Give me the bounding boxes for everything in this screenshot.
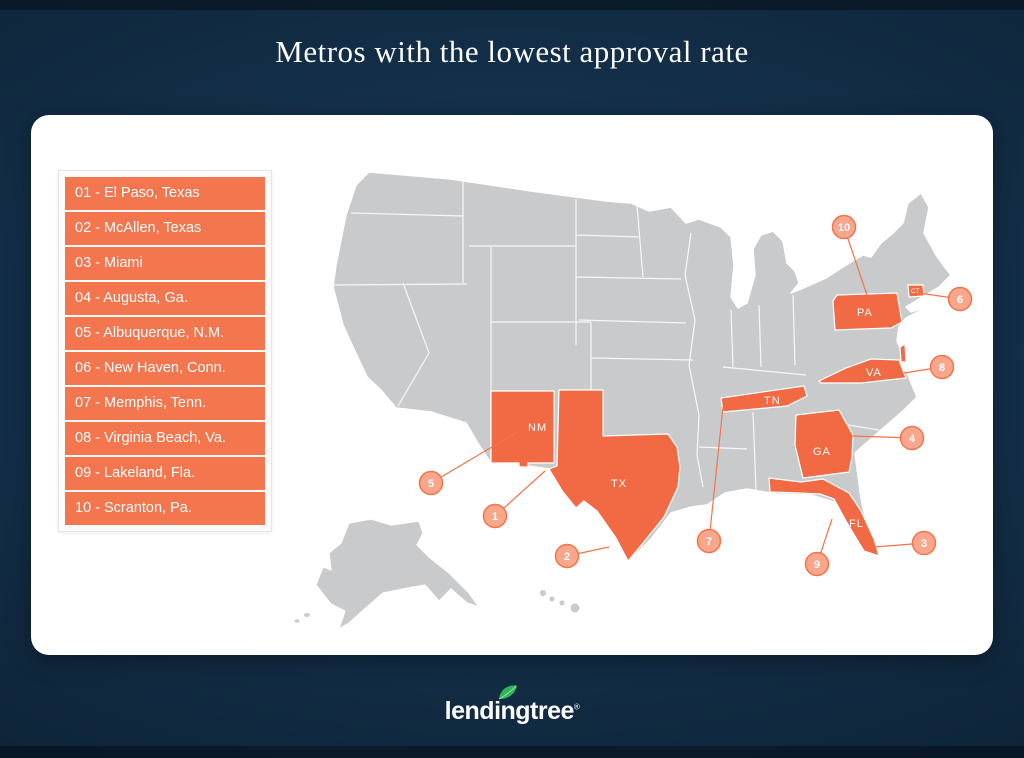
us-map-svg: 1 2 3 4 5 6 7 8 9 10 NM TX TN GA FL PA V… [294,171,973,630]
marker-8: 8 [929,354,955,380]
registered-mark: ® [573,702,580,712]
state-georgia [794,409,854,479]
list-item: 08 - Virginia Beach, Va. [65,422,265,455]
aleutian-islands [294,613,310,623]
marker-number: 5 [428,478,434,490]
alaska-shape [315,518,480,630]
leaf-icon [498,685,517,700]
list-item: 09 - Lakeland, Fla. [65,457,265,490]
marker-number: 8 [939,362,945,374]
logo-wordmark: lendingtree® [445,699,580,724]
marker-1: 1 [482,503,508,529]
state-borders [332,179,880,492]
marker-number: 9 [814,559,820,571]
marker-number: 3 [921,538,927,550]
list-item: 07 - Memphis, Tenn. [65,387,265,420]
infographic-card: 01 - El Paso, Texas 02 - McAllen, Texas … [31,115,993,655]
marker-10: 10 [831,214,857,240]
delmarva-sliver [899,343,907,363]
state-new-mexico [490,390,555,468]
lendingtree-logo: lendingtree® [0,683,1024,724]
list-item: 01 - El Paso, Texas [65,177,265,210]
logo-text: lendingtree [444,697,575,725]
marker-number: 1 [492,511,498,523]
connector-lines [430,226,961,565]
marker-4: 4 [899,425,925,451]
marker-9: 9 [804,551,830,577]
list-item: 06 - New Haven, Conn. [65,352,265,385]
list-item: 05 - Albuquerque, N.M. [65,317,265,350]
list-item: 04 - Augusta, Ga. [65,282,265,315]
top-edge-band [0,0,1024,10]
state-label-va: VA [866,367,882,379]
marker-number: 2 [564,551,570,563]
state-connecticut [907,284,925,298]
marker-2: 2 [554,543,580,569]
marker-5: 5 [418,470,444,496]
state-label-tn: TN [764,395,781,407]
list-item: 10 - Scranton, Pa. [65,492,265,525]
marker-7: 7 [696,528,722,554]
list-item: 02 - McAllen, Texas [65,212,265,245]
marker-3: 3 [911,530,937,556]
state-pennsylvania [832,292,903,331]
marker-6: 6 [947,286,973,312]
state-label-fl: FL [849,518,864,530]
page-title: Metros with the lowest approval rate [275,34,749,69]
state-label-tx: TX [611,478,627,490]
state-texas [548,389,681,562]
state-label-ga: GA [813,446,831,458]
state-label-ct: CT [911,288,920,295]
marker-number: 10 [838,222,850,234]
metro-ranking-list: 01 - El Paso, Texas 02 - McAllen, Texas … [58,170,272,532]
marker-number: 7 [706,536,712,548]
list-item: 03 - Miami [65,247,265,280]
state-virginia [818,358,907,384]
marker-number: 4 [909,433,916,445]
marker-number: 6 [957,294,963,306]
state-florida [768,477,880,557]
bottom-edge-band [0,746,1024,758]
hawaii-islands [540,590,580,613]
state-label-pa: PA [857,307,873,319]
state-label-nm: NM [528,422,547,434]
